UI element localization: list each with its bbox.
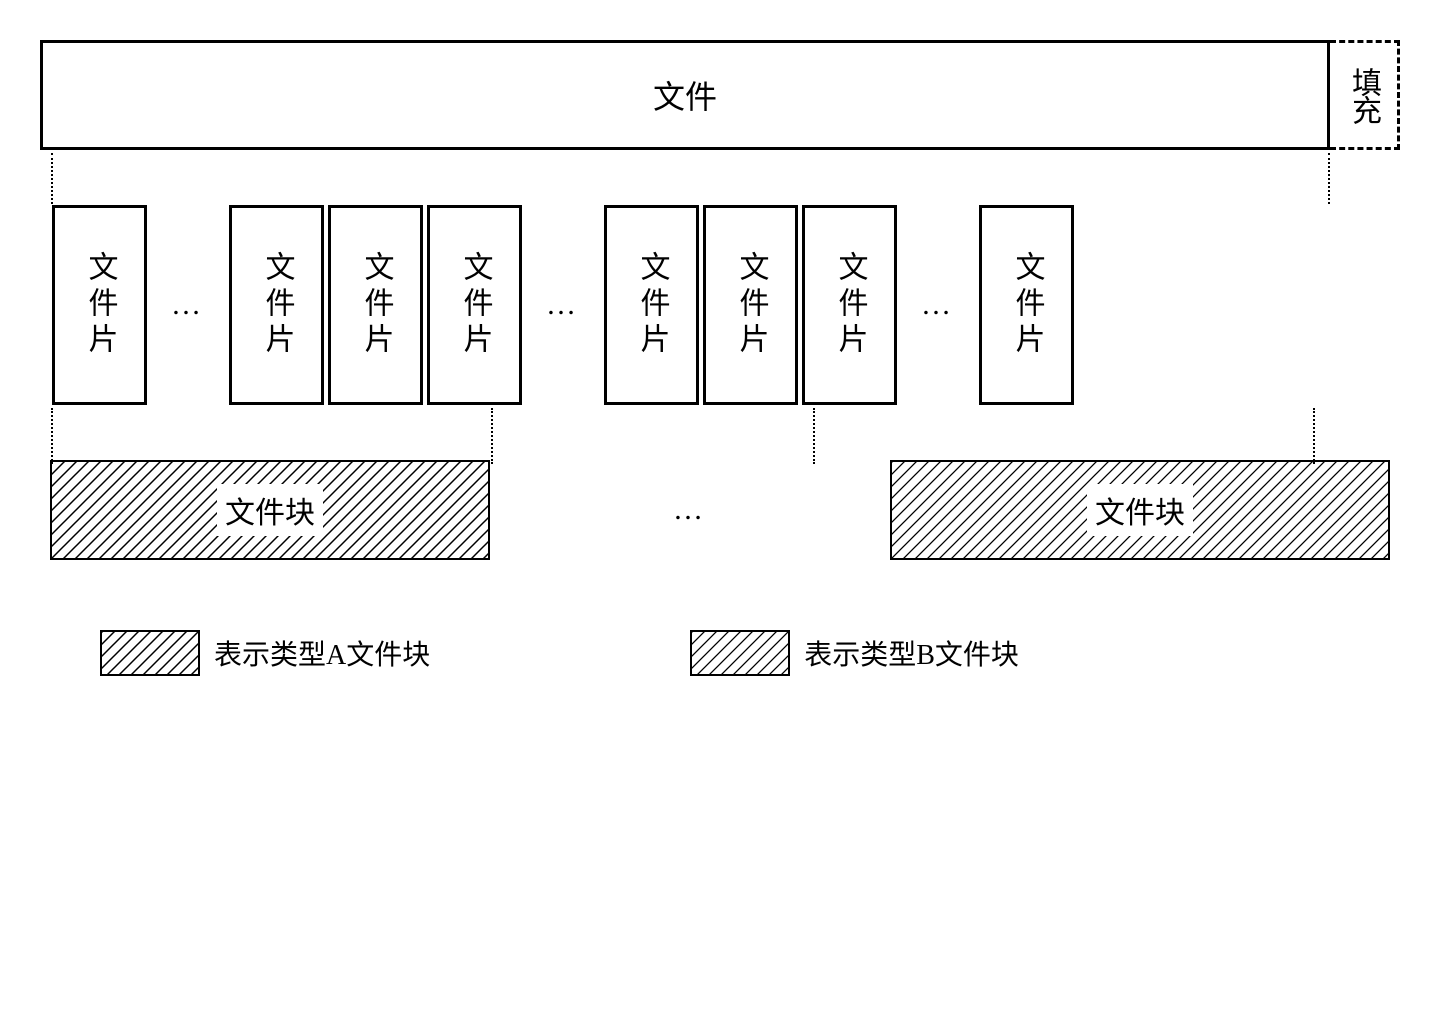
file-piece: 文件片 (328, 205, 423, 405)
legend-a-label: 表示类型A文件块 (214, 633, 430, 673)
file-label: 文件 (653, 72, 717, 118)
blocks-row: 文件块 … 文件块 (40, 460, 1400, 560)
ellipsis: … (899, 288, 977, 322)
guide-line (51, 408, 53, 464)
file-piece: 文件片 (979, 205, 1074, 405)
guide-line (491, 408, 493, 464)
block-b-label: 文件块 (1087, 484, 1193, 536)
file-block-b: 文件块 (890, 460, 1390, 560)
padding-label: 填充 (1347, 67, 1380, 123)
pieces-row: 文件片 … 文件片 文件片 文件片 … 文件片 文件片 文件片 … 文件片 (40, 200, 1400, 410)
guide-line (813, 408, 815, 464)
guide-line (1313, 408, 1315, 464)
legend-item-b: 表示类型B文件块 (690, 630, 1019, 676)
file-box: 文件 (40, 40, 1330, 150)
file-piece: 文件片 (52, 205, 147, 405)
file-block-a: 文件块 (50, 460, 490, 560)
file-block-diagram: 文件 填充 文件片 … 文件片 文件片 文件片 … 文件片 文件片 文件片 … … (40, 40, 1400, 676)
ellipsis: … (524, 288, 602, 322)
file-piece: 文件片 (604, 205, 699, 405)
ellipsis: … (149, 288, 227, 322)
guide-line (1328, 153, 1330, 204)
ellipsis: … (490, 493, 890, 527)
file-piece: 文件片 (229, 205, 324, 405)
padding-box: 填充 (1330, 40, 1400, 150)
block-a-label: 文件块 (217, 484, 323, 536)
file-piece: 文件片 (703, 205, 798, 405)
swatch-a (100, 630, 200, 676)
legend: 表示类型A文件块 表示类型B文件块 (40, 630, 1400, 676)
legend-item-a: 表示类型A文件块 (100, 630, 430, 676)
swatch-b (690, 630, 790, 676)
top-row: 文件 填充 (40, 40, 1400, 150)
file-piece: 文件片 (427, 205, 522, 405)
guide-line (51, 153, 53, 204)
file-piece: 文件片 (802, 205, 897, 405)
legend-b-label: 表示类型B文件块 (804, 633, 1019, 673)
